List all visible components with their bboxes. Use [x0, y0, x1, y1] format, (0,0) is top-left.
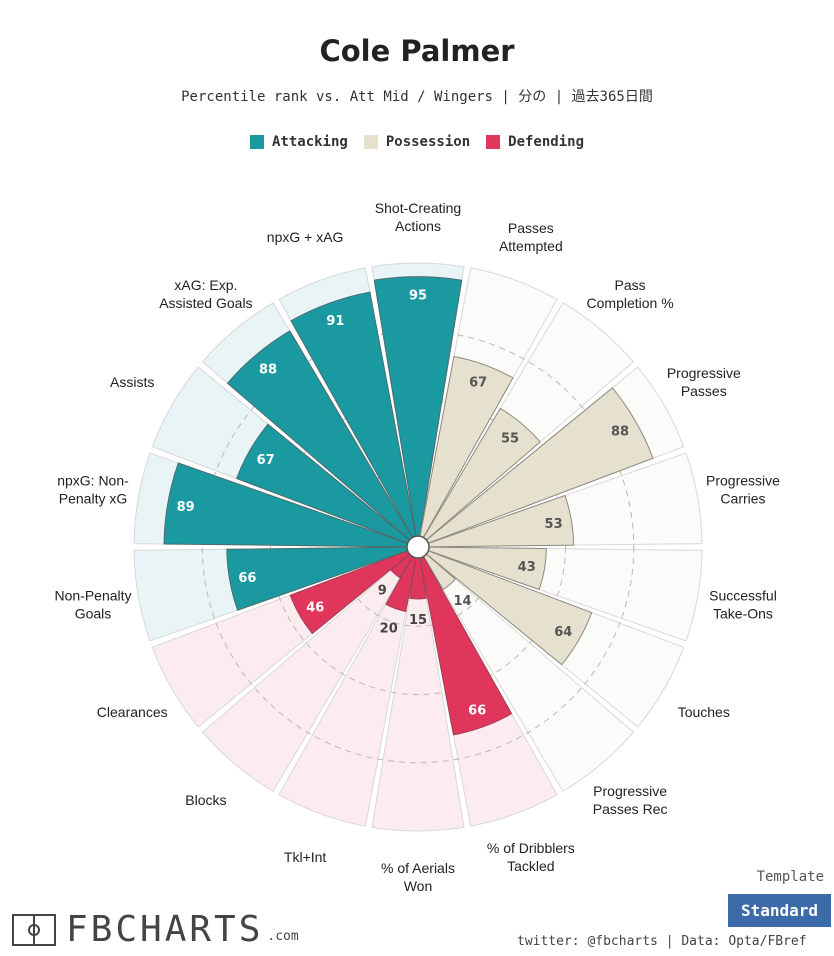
value-label-10: 15	[409, 613, 427, 628]
template-label: Template	[756, 869, 824, 885]
axis-label-5: Progressive Carries	[706, 473, 780, 507]
axis-label-8: Progressive Passes Rec	[593, 783, 668, 817]
axis-label-line: Carries	[720, 491, 765, 507]
axis-label-line: Clearances	[97, 704, 168, 720]
legend-item-defending: Defending	[486, 134, 584, 150]
axis-label-11: Tkl+Int	[284, 849, 327, 865]
legend-item-possession: Possession	[363, 134, 471, 150]
value-label-9: 66	[468, 704, 486, 719]
legend-label-defending: Defending	[508, 134, 584, 150]
axis-label-line: % of Dribblers	[487, 840, 575, 856]
axis-label-line: Penalty xG	[59, 491, 127, 507]
gridline-circle	[338, 467, 498, 627]
axis-label-line: Progressive	[706, 473, 780, 489]
legend-swatch-defending	[486, 135, 501, 149]
value-label-8: 14	[453, 594, 471, 609]
chart-subtitle: Percentile rank vs. Att Mid / Wingers | …	[181, 89, 653, 105]
axis-label-15: npxG: Non- Penalty xG	[57, 473, 129, 507]
legend: Attacking Possession Defending	[0, 134, 834, 150]
axis-label-12: Blocks	[185, 792, 226, 808]
axis-label-line: Goals	[75, 605, 112, 621]
legend-item-attacking: Attacking	[249, 134, 348, 150]
axis-label-line: npxG: Non-	[57, 473, 129, 489]
axis-label-line: Pass	[615, 277, 646, 293]
value-label-4: 88	[611, 424, 629, 439]
axis-label-10: % of Aerials Won	[381, 860, 455, 894]
value-label-15: 89	[177, 500, 195, 515]
value-label-14: 66	[238, 571, 256, 586]
axis-label-line: Tackled	[507, 858, 554, 874]
value-label-7: 64	[554, 625, 572, 640]
value-label-18: 91	[326, 314, 344, 329]
axis-label-17: xAG: Exp. Assisted Goals	[159, 277, 252, 311]
logo-text: FBCHARTS	[66, 909, 264, 950]
fbcharts-logo: FBCHARTS .com	[12, 908, 299, 948]
axis-label-3: Pass Completion %	[587, 277, 674, 311]
axis-label-9: % of Dribblers Tackled	[487, 840, 575, 874]
axis-label-line: Non-Penalty	[54, 587, 131, 603]
value-label-1: 95	[409, 289, 427, 304]
center-circle	[406, 535, 430, 559]
axis-label-line: Blocks	[185, 792, 226, 808]
axis-label-line: Shot-Creating	[375, 200, 461, 216]
axis-label-18: npxG + xAG	[267, 229, 344, 245]
axis-label-line: Attempted	[499, 238, 563, 254]
axis-label-line: Progressive	[593, 783, 667, 799]
legend-label-attacking: Attacking	[271, 134, 348, 150]
template-standard-button[interactable]: Standard	[728, 894, 831, 927]
value-label-6: 43	[518, 560, 536, 575]
value-label-5: 53	[545, 517, 563, 532]
axis-label-line: Completion %	[587, 295, 674, 311]
legend-label-possession: Possession	[385, 134, 471, 150]
axis-label-line: Passes	[681, 383, 727, 399]
value-label-13: 46	[306, 600, 324, 615]
axis-label-14: Non-Penalty Goals	[54, 587, 131, 621]
axis-label-16: Assists	[110, 374, 154, 390]
value-label-2: 67	[469, 376, 487, 391]
axis-label-line: Assists	[110, 374, 154, 390]
axis-label-line: Successful	[709, 587, 777, 603]
axis-label-line: Won	[404, 878, 433, 894]
axis-label-1: Shot-Creating Actions	[375, 200, 461, 234]
logo-suffix: .com	[267, 929, 299, 944]
axis-label-line: Actions	[395, 218, 441, 234]
value-label-16: 67	[257, 453, 275, 468]
axis-label-line: Progressive	[667, 365, 741, 381]
axis-label-line: npxG + xAG	[267, 229, 344, 245]
data-credit: twitter: @fbcharts | Data: Opta/FBref	[517, 934, 807, 949]
axis-label-line: Touches	[678, 704, 730, 720]
axis-label-line: Assisted Goals	[159, 295, 252, 311]
axis-label-line: % of Aerials	[381, 860, 455, 876]
axis-label-line: Passes	[508, 220, 554, 236]
axis-label-6: Successful Take-Ons	[709, 587, 777, 621]
axis-label-line: Passes Rec	[593, 801, 668, 817]
axis-label-line: Take-Ons	[713, 605, 773, 621]
axis-label-2: Passes Attempted	[499, 220, 563, 254]
axis-label-4: Progressive Passes	[667, 365, 741, 399]
axis-label-13: Clearances	[97, 704, 168, 720]
value-label-3: 55	[501, 431, 519, 446]
value-label-12: 9	[378, 584, 387, 599]
legend-swatch-possession	[363, 135, 378, 149]
pitch-icon	[12, 914, 56, 946]
axis-label-7: Touches	[678, 704, 730, 720]
axis-label-line: xAG: Exp.	[174, 277, 237, 293]
value-label-11: 20	[380, 621, 398, 636]
value-label-17: 88	[259, 362, 277, 377]
chart-title: Cole Palmer	[319, 34, 515, 68]
axis-label-line: Tkl+Int	[284, 849, 327, 865]
legend-swatch-attacking	[249, 135, 264, 149]
